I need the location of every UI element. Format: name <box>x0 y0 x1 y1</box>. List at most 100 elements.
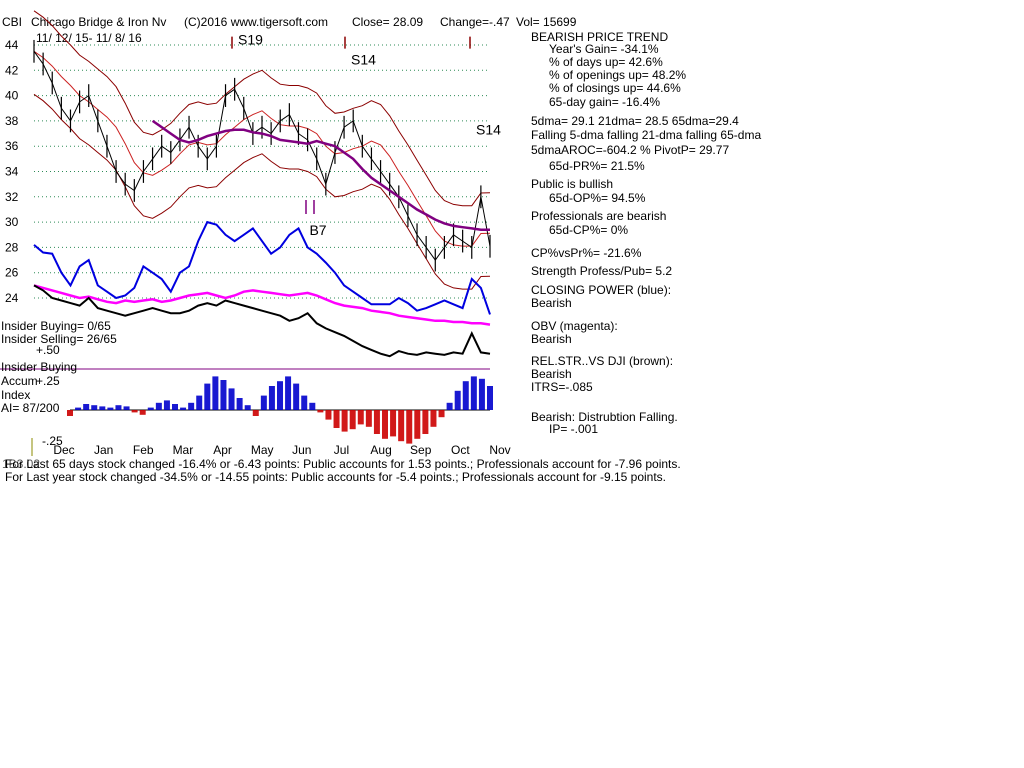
accum-bar <box>349 410 356 430</box>
x-tick-label: Oct <box>451 443 470 457</box>
dma-values: 5dma= 29.1 21dma= 28.5 65dma=29.4 <box>531 114 739 128</box>
sell-signal-label: S14 <box>476 122 501 138</box>
accum-tick-label: -.25 <box>42 434 63 448</box>
lower-band-line <box>33 93 491 290</box>
x-tick-label: Sep <box>410 443 432 457</box>
accum-bar <box>382 410 388 439</box>
date-range: 11/ 12/ 15- 11/ 8/ 16 <box>36 31 142 45</box>
accum-bar <box>333 410 340 428</box>
accum-bar <box>438 410 445 418</box>
close-value: Close= 28.09 <box>352 15 424 29</box>
x-tick-label: Nov <box>489 443 510 457</box>
insider-buying-label: Insider Buying <box>1 360 78 374</box>
accum-bar <box>220 380 227 410</box>
y-tick-label: 32 <box>5 190 19 204</box>
footer-prefix: 1B3.02 <box>2 457 41 471</box>
accum-bar <box>180 407 187 410</box>
y-tick-label: 36 <box>5 139 19 153</box>
ma65-line <box>151 119 490 231</box>
accum-bar <box>414 410 421 439</box>
accum-bar <box>163 400 170 410</box>
accum-bar <box>252 410 259 416</box>
accum-bar <box>365 410 372 427</box>
x-tick-label: Dec <box>53 443 74 457</box>
accum-bar <box>268 386 275 410</box>
accum-bar <box>244 405 251 410</box>
professionals-status: Professionals are bearish <box>531 209 667 223</box>
accum-bar <box>131 410 138 413</box>
accum-bar <box>462 381 469 410</box>
series-line-1 <box>33 284 491 326</box>
buy-signal-label: B7 <box>309 222 326 238</box>
accum-bar <box>373 410 380 434</box>
days-up: % of days up= 42.6% <box>549 55 663 69</box>
obv-value: Bearish <box>531 332 572 346</box>
accum-bar <box>236 398 243 410</box>
x-tick-label: Feb <box>133 443 154 457</box>
accum-label: Accum <box>1 374 38 388</box>
accum-bar <box>325 410 332 420</box>
accum-bar <box>83 404 90 410</box>
accum-tick-label: +.50 <box>36 343 60 357</box>
y-tick-label: 44 <box>5 38 19 52</box>
accum-bar <box>75 407 82 410</box>
footer-line-65day: For Last 65 days stock changed -16.4% or… <box>5 457 681 471</box>
accum-bar <box>309 402 316 410</box>
accum-bar <box>91 405 98 410</box>
sell-signal-label: S14 <box>351 52 376 68</box>
closing-power-label: CLOSING POWER (blue): <box>531 283 672 297</box>
closing-power-value: Bearish <box>531 296 572 310</box>
accum-bar <box>285 376 292 410</box>
op-percent: 65d-OP%= 94.5% <box>549 191 646 205</box>
short-ma-line <box>33 50 491 247</box>
obv-label: OBV (magenta): <box>531 319 618 333</box>
accum-bar <box>293 383 300 410</box>
series-line-0 <box>33 220 491 315</box>
falling-dma: Falling 5-dma falling 21-dma falling 65-… <box>531 128 762 142</box>
gain-65day: 65-day gain= -16.4% <box>549 95 661 109</box>
x-tick-label: Apr <box>213 443 232 457</box>
y-tick-label: 40 <box>5 89 19 103</box>
years-gain: Year's Gain= -34.1% <box>549 42 659 56</box>
accum-tick-label: +.25 <box>36 374 60 388</box>
ai-stat: AI= 87/200 <box>1 401 60 415</box>
y-tick-label: 30 <box>5 215 19 229</box>
openings-up: % of openings up= 48.2% <box>549 68 687 82</box>
accum-bar <box>99 406 106 410</box>
accum-bar <box>228 388 235 410</box>
y-tick-label: 24 <box>5 291 19 305</box>
y-tick-label: 34 <box>5 165 19 179</box>
accum-bar <box>446 402 453 410</box>
accum-bar <box>487 386 493 410</box>
accum-bar <box>470 376 477 410</box>
y-tick-label: 38 <box>5 114 19 128</box>
accum-bar <box>390 410 397 437</box>
accum-bar <box>172 404 178 410</box>
insider-selling-stat: Insider Selling= 26/65 <box>1 332 117 346</box>
x-tick-label: Mar <box>173 443 194 457</box>
accum-bar <box>212 376 219 410</box>
y-tick-label: 26 <box>5 266 19 280</box>
y-tick-label: 28 <box>5 240 19 254</box>
copyright: (C)2016 www.tigersoft.com <box>184 15 329 29</box>
accum-bar <box>67 410 73 416</box>
accum-bar <box>147 407 154 410</box>
ticker: CBI <box>2 15 23 29</box>
relstr-value: Bearish <box>531 367 572 381</box>
trend-title: BEARISH PRICE TREND <box>531 30 669 44</box>
aroc-pivot: 5dmaAROC=-604.2 % PivotP= 29.77 <box>531 143 730 157</box>
x-tick-label: Jul <box>334 443 349 457</box>
insider-buying-stat: Insider Buying= 0/65 <box>1 319 111 333</box>
pr-percent: 65d-PR%= 21.5% <box>549 159 645 173</box>
x-tick-label: Aug <box>370 443 391 457</box>
accum-bar <box>277 381 283 410</box>
accum-bar <box>398 410 405 442</box>
sell-signal-label: S19 <box>238 32 263 48</box>
accum-bar <box>357 410 364 425</box>
accum-bar <box>317 410 324 413</box>
accum-bar <box>478 378 485 410</box>
closings-up: % of closings up= 44.6% <box>549 81 681 95</box>
x-tick-label: Jan <box>94 443 113 457</box>
